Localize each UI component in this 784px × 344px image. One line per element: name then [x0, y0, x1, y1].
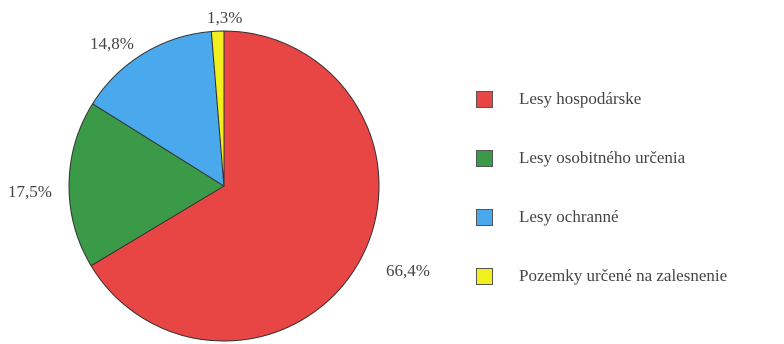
legend-item-lesy-osobitneho-urcenia: Lesy osobitného určenia: [476, 147, 727, 169]
legend: Lesy hospodárske Lesy osobitného určenia…: [476, 88, 727, 324]
legend-swatch-lesy-osobitneho-urcenia: [476, 149, 493, 167]
legend-label-lesy-osobitneho-urcenia: Lesy osobitného určenia: [519, 148, 686, 167]
pie-labels: 66,4% 17,5% 14,8% 1,3%: [8, 8, 430, 280]
data-label-pozemky-urcene-na-zalesnenie: 1,3%: [207, 8, 242, 27]
data-label-lesy-osobitneho-urcenia: 17,5%: [8, 182, 52, 201]
pie-slice-lesy-osobitneho-urcenia: [68, 103, 225, 267]
data-label-lesy-hospodarske: 66,4%: [386, 261, 430, 280]
pie-slice-lesy-hospodarske: [90, 30, 380, 342]
legend-swatch-lesy-hospodarske: [476, 90, 493, 108]
legend-swatch-lesy-ochranne: [476, 208, 493, 226]
pie-slice-pozemky-urcene-na-zalesnenie: [210, 30, 225, 187]
pie-slice-lesy-ochranne: [91, 30, 225, 187]
legend-swatch-pozemky-urcene-na-zalesnenie: [476, 267, 493, 285]
pie-slices: [68, 30, 380, 342]
data-label-lesy-ochranne: 14,8%: [90, 34, 134, 53]
legend-item-lesy-hospodarske: Lesy hospodárske: [476, 88, 727, 110]
legend-item-pozemky-urcene-na-zalesnenie: Pozemky určené na zalesnenie: [476, 265, 727, 287]
legend-label-lesy-hospodarske: Lesy hospodárske: [519, 89, 642, 108]
legend-item-lesy-ochranne: Lesy ochranné: [476, 206, 727, 228]
legend-label-lesy-ochranne: Lesy ochranné: [519, 207, 619, 226]
legend-label-pozemky-urcene-na-zalesnenie: Pozemky určené na zalesnenie: [519, 266, 728, 285]
